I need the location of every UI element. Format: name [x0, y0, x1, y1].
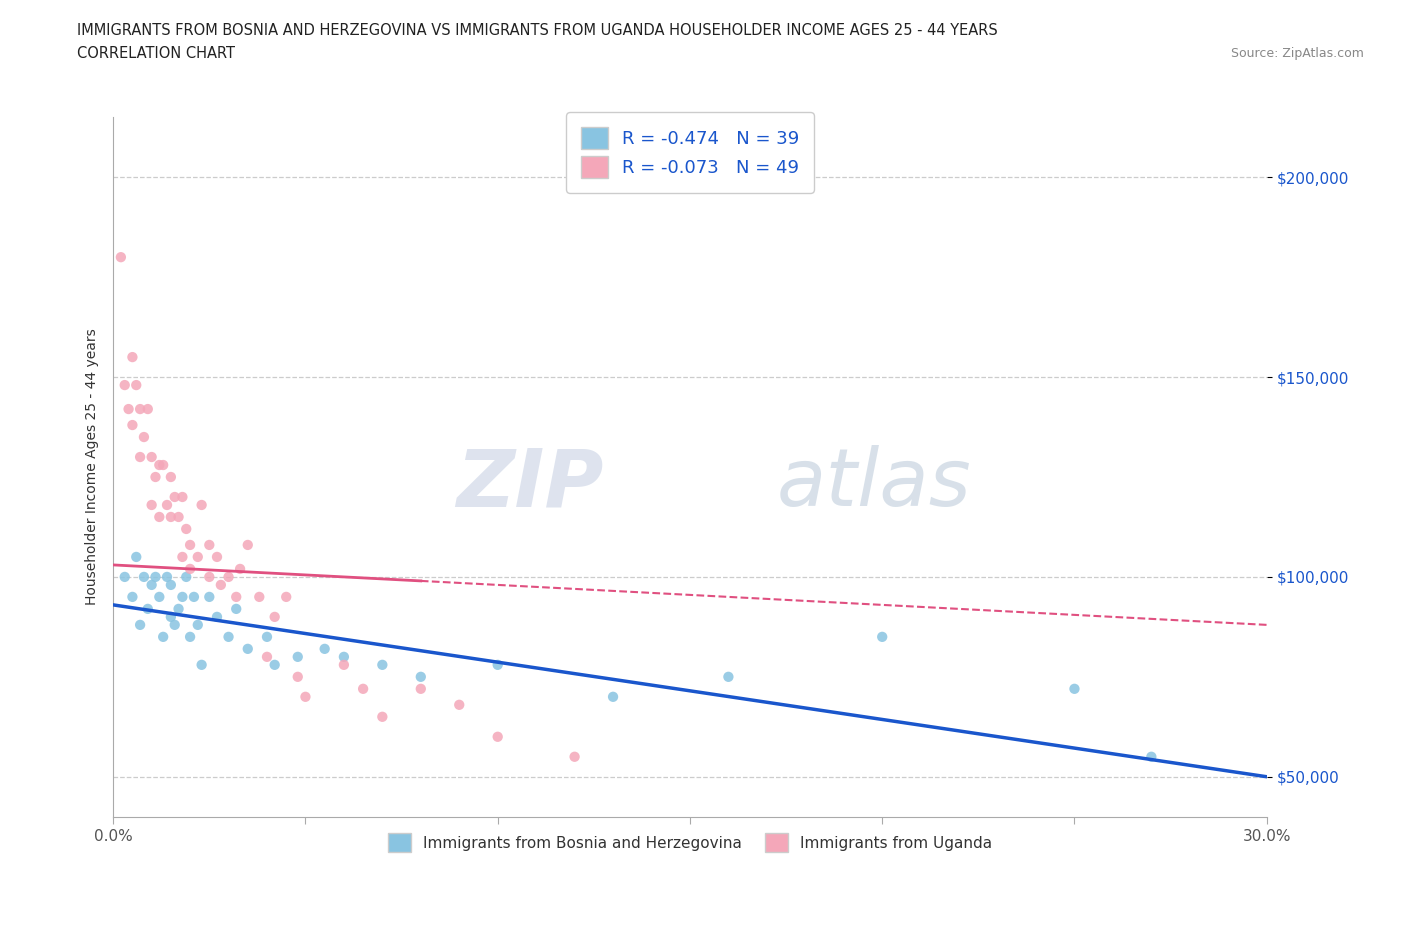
Point — [156, 498, 179, 512]
Legend: Immigrants from Bosnia and Herzegovina, Immigrants from Uganda: Immigrants from Bosnia and Herzegovina, … — [382, 827, 998, 858]
Point — [256, 630, 278, 644]
Point — [1063, 682, 1085, 697]
Point — [129, 449, 152, 464]
Point — [333, 649, 356, 664]
Point — [179, 538, 201, 552]
Point — [236, 642, 259, 657]
Point — [205, 550, 228, 565]
Point — [121, 418, 143, 432]
Point — [174, 569, 197, 584]
Point — [132, 569, 155, 584]
Point — [190, 658, 212, 672]
Point — [486, 729, 509, 744]
Point — [247, 590, 270, 604]
Point — [287, 670, 309, 684]
Point — [136, 602, 159, 617]
Point — [371, 710, 394, 724]
Point — [409, 670, 432, 684]
Point — [602, 689, 624, 704]
Point — [148, 510, 170, 525]
Point — [141, 498, 163, 512]
Text: IMMIGRANTS FROM BOSNIA AND HERZEGOVINA VS IMMIGRANTS FROM UGANDA HOUSEHOLDER INC: IMMIGRANTS FROM BOSNIA AND HERZEGOVINA V… — [77, 23, 998, 38]
Point — [209, 578, 232, 592]
Point — [1140, 750, 1163, 764]
Point — [160, 510, 183, 525]
Point — [172, 489, 194, 504]
Point — [148, 590, 170, 604]
Point — [172, 550, 194, 565]
Point — [218, 569, 240, 584]
Point — [145, 470, 167, 485]
Point — [225, 602, 247, 617]
Point — [172, 590, 194, 604]
Text: CORRELATION CHART: CORRELATION CHART — [77, 46, 235, 61]
Point — [125, 378, 148, 392]
Point — [117, 402, 139, 417]
Point — [870, 630, 893, 644]
Point — [256, 649, 278, 664]
Point — [114, 378, 136, 392]
Point — [174, 522, 197, 537]
Point — [352, 682, 374, 697]
Point — [179, 562, 201, 577]
Point — [314, 642, 336, 657]
Point — [183, 590, 205, 604]
Point — [263, 658, 285, 672]
Text: Source: ZipAtlas.com: Source: ZipAtlas.com — [1230, 46, 1364, 60]
Point — [198, 590, 221, 604]
Point — [125, 550, 148, 565]
Point — [198, 569, 221, 584]
Point — [179, 630, 201, 644]
Point — [136, 402, 159, 417]
Text: ZIP: ZIP — [456, 445, 603, 524]
Point — [167, 602, 190, 617]
Point — [152, 630, 174, 644]
Point — [333, 658, 356, 672]
Point — [145, 569, 167, 584]
Point — [114, 569, 136, 584]
Point — [218, 630, 240, 644]
Point — [449, 698, 471, 712]
Point — [187, 618, 209, 632]
Point — [167, 510, 190, 525]
Point — [187, 550, 209, 565]
Text: atlas: atlas — [776, 445, 972, 524]
Point — [160, 470, 183, 485]
Point — [129, 402, 152, 417]
Point — [294, 689, 316, 704]
Point — [152, 458, 174, 472]
Point — [229, 562, 252, 577]
Point — [263, 609, 285, 624]
Point — [148, 458, 170, 472]
Point — [409, 682, 432, 697]
Point — [236, 538, 259, 552]
Point — [163, 618, 186, 632]
Point — [486, 658, 509, 672]
Point — [198, 538, 221, 552]
Point — [190, 498, 212, 512]
Point — [121, 350, 143, 365]
Point — [564, 750, 586, 764]
Point — [371, 658, 394, 672]
Point — [287, 649, 309, 664]
Point — [110, 250, 132, 265]
Point — [205, 609, 228, 624]
Point — [225, 590, 247, 604]
Point — [132, 430, 155, 445]
Point — [129, 618, 152, 632]
Point — [163, 489, 186, 504]
Point — [156, 569, 179, 584]
Point — [141, 449, 163, 464]
Point — [121, 590, 143, 604]
Point — [141, 578, 163, 592]
Point — [160, 578, 183, 592]
Point — [276, 590, 298, 604]
Point — [717, 670, 740, 684]
Y-axis label: Householder Income Ages 25 - 44 years: Householder Income Ages 25 - 44 years — [86, 328, 100, 605]
Point — [160, 609, 183, 624]
